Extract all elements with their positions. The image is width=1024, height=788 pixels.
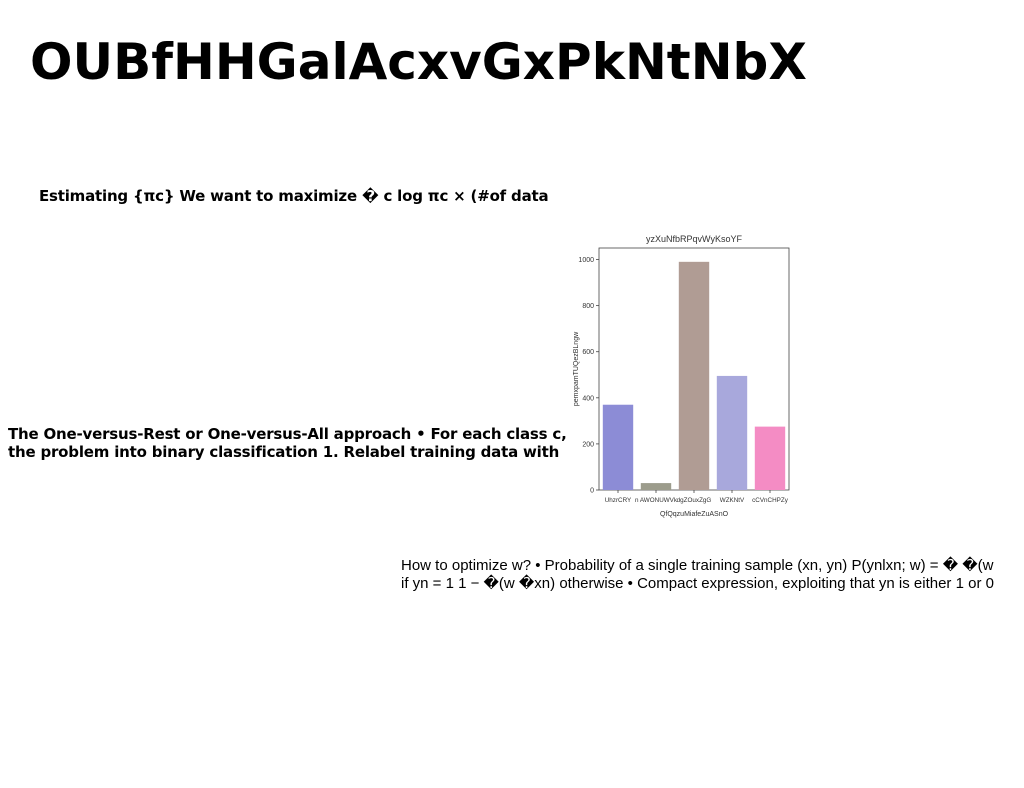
chart-y-tick-label: 1000	[578, 257, 594, 264]
chart-marks: 0 200 400 600 800 1000 UhzrCRY n AWONUWVk dgZOux…	[578, 247, 790, 504]
chart-bar	[754, 426, 786, 490]
optimize-text-line-2: if yn = 1 1 − �(w �xn) otherwise • Compa…	[401, 575, 994, 592]
chart-x-tick-label: cCVnCHPZy	[752, 497, 789, 504]
chart-bar	[602, 404, 634, 490]
chart-x-tick-label: WZKNtV	[720, 497, 745, 504]
chart-x-axis-label: QfQqzuMiafeZuASnO	[660, 511, 729, 518]
chart-x-tick-label: dgZOuxZgG	[677, 497, 712, 504]
chart-y-tick-label: 0	[590, 488, 594, 495]
bar-chart: yzXuNfbRPqvWyKsoYF pemxpamTUQezBLngw QfQ…	[566, 228, 798, 520]
chart-y-tick-label: 200	[582, 441, 594, 448]
chart-y-tick-label: 600	[582, 349, 594, 356]
chart-bar	[678, 261, 710, 490]
chart-bar	[716, 375, 748, 490]
chart-x-tick-label: UhzrCRY	[605, 497, 632, 504]
optimize-text-block: How to optimize w? • Probability of a si…	[401, 557, 994, 593]
chart-y-axis-label: pemxpamTUQezBLngw	[573, 331, 580, 406]
slide-title: OUBfHHGalAcxvGxPkNtNbX	[30, 33, 807, 91]
chart-title: yzXuNfbRPqvWyKsoYF	[646, 234, 742, 244]
chart-x-tick-label: n AWONUWVk	[635, 497, 678, 504]
optimize-text-line-1: How to optimize w? • Probability of a si…	[401, 557, 994, 574]
ovr-text-block: The One-versus-Rest or One-versus-All ap…	[8, 425, 567, 461]
chart-y-tick-label: 400	[582, 395, 594, 402]
ovr-text-line-2: the problem into binary classification 1…	[8, 443, 560, 461]
bar-chart-svg: yzXuNfbRPqvWyKsoYF pemxpamTUQezBLngw QfQ…	[573, 234, 790, 518]
estimating-text: Estimating {πc} We want to maximize � c …	[39, 187, 549, 205]
chart-bar	[640, 483, 672, 490]
chart-y-tick-label: 800	[582, 303, 594, 310]
ovr-text-line-1: The One-versus-Rest or One-versus-All ap…	[8, 425, 567, 443]
